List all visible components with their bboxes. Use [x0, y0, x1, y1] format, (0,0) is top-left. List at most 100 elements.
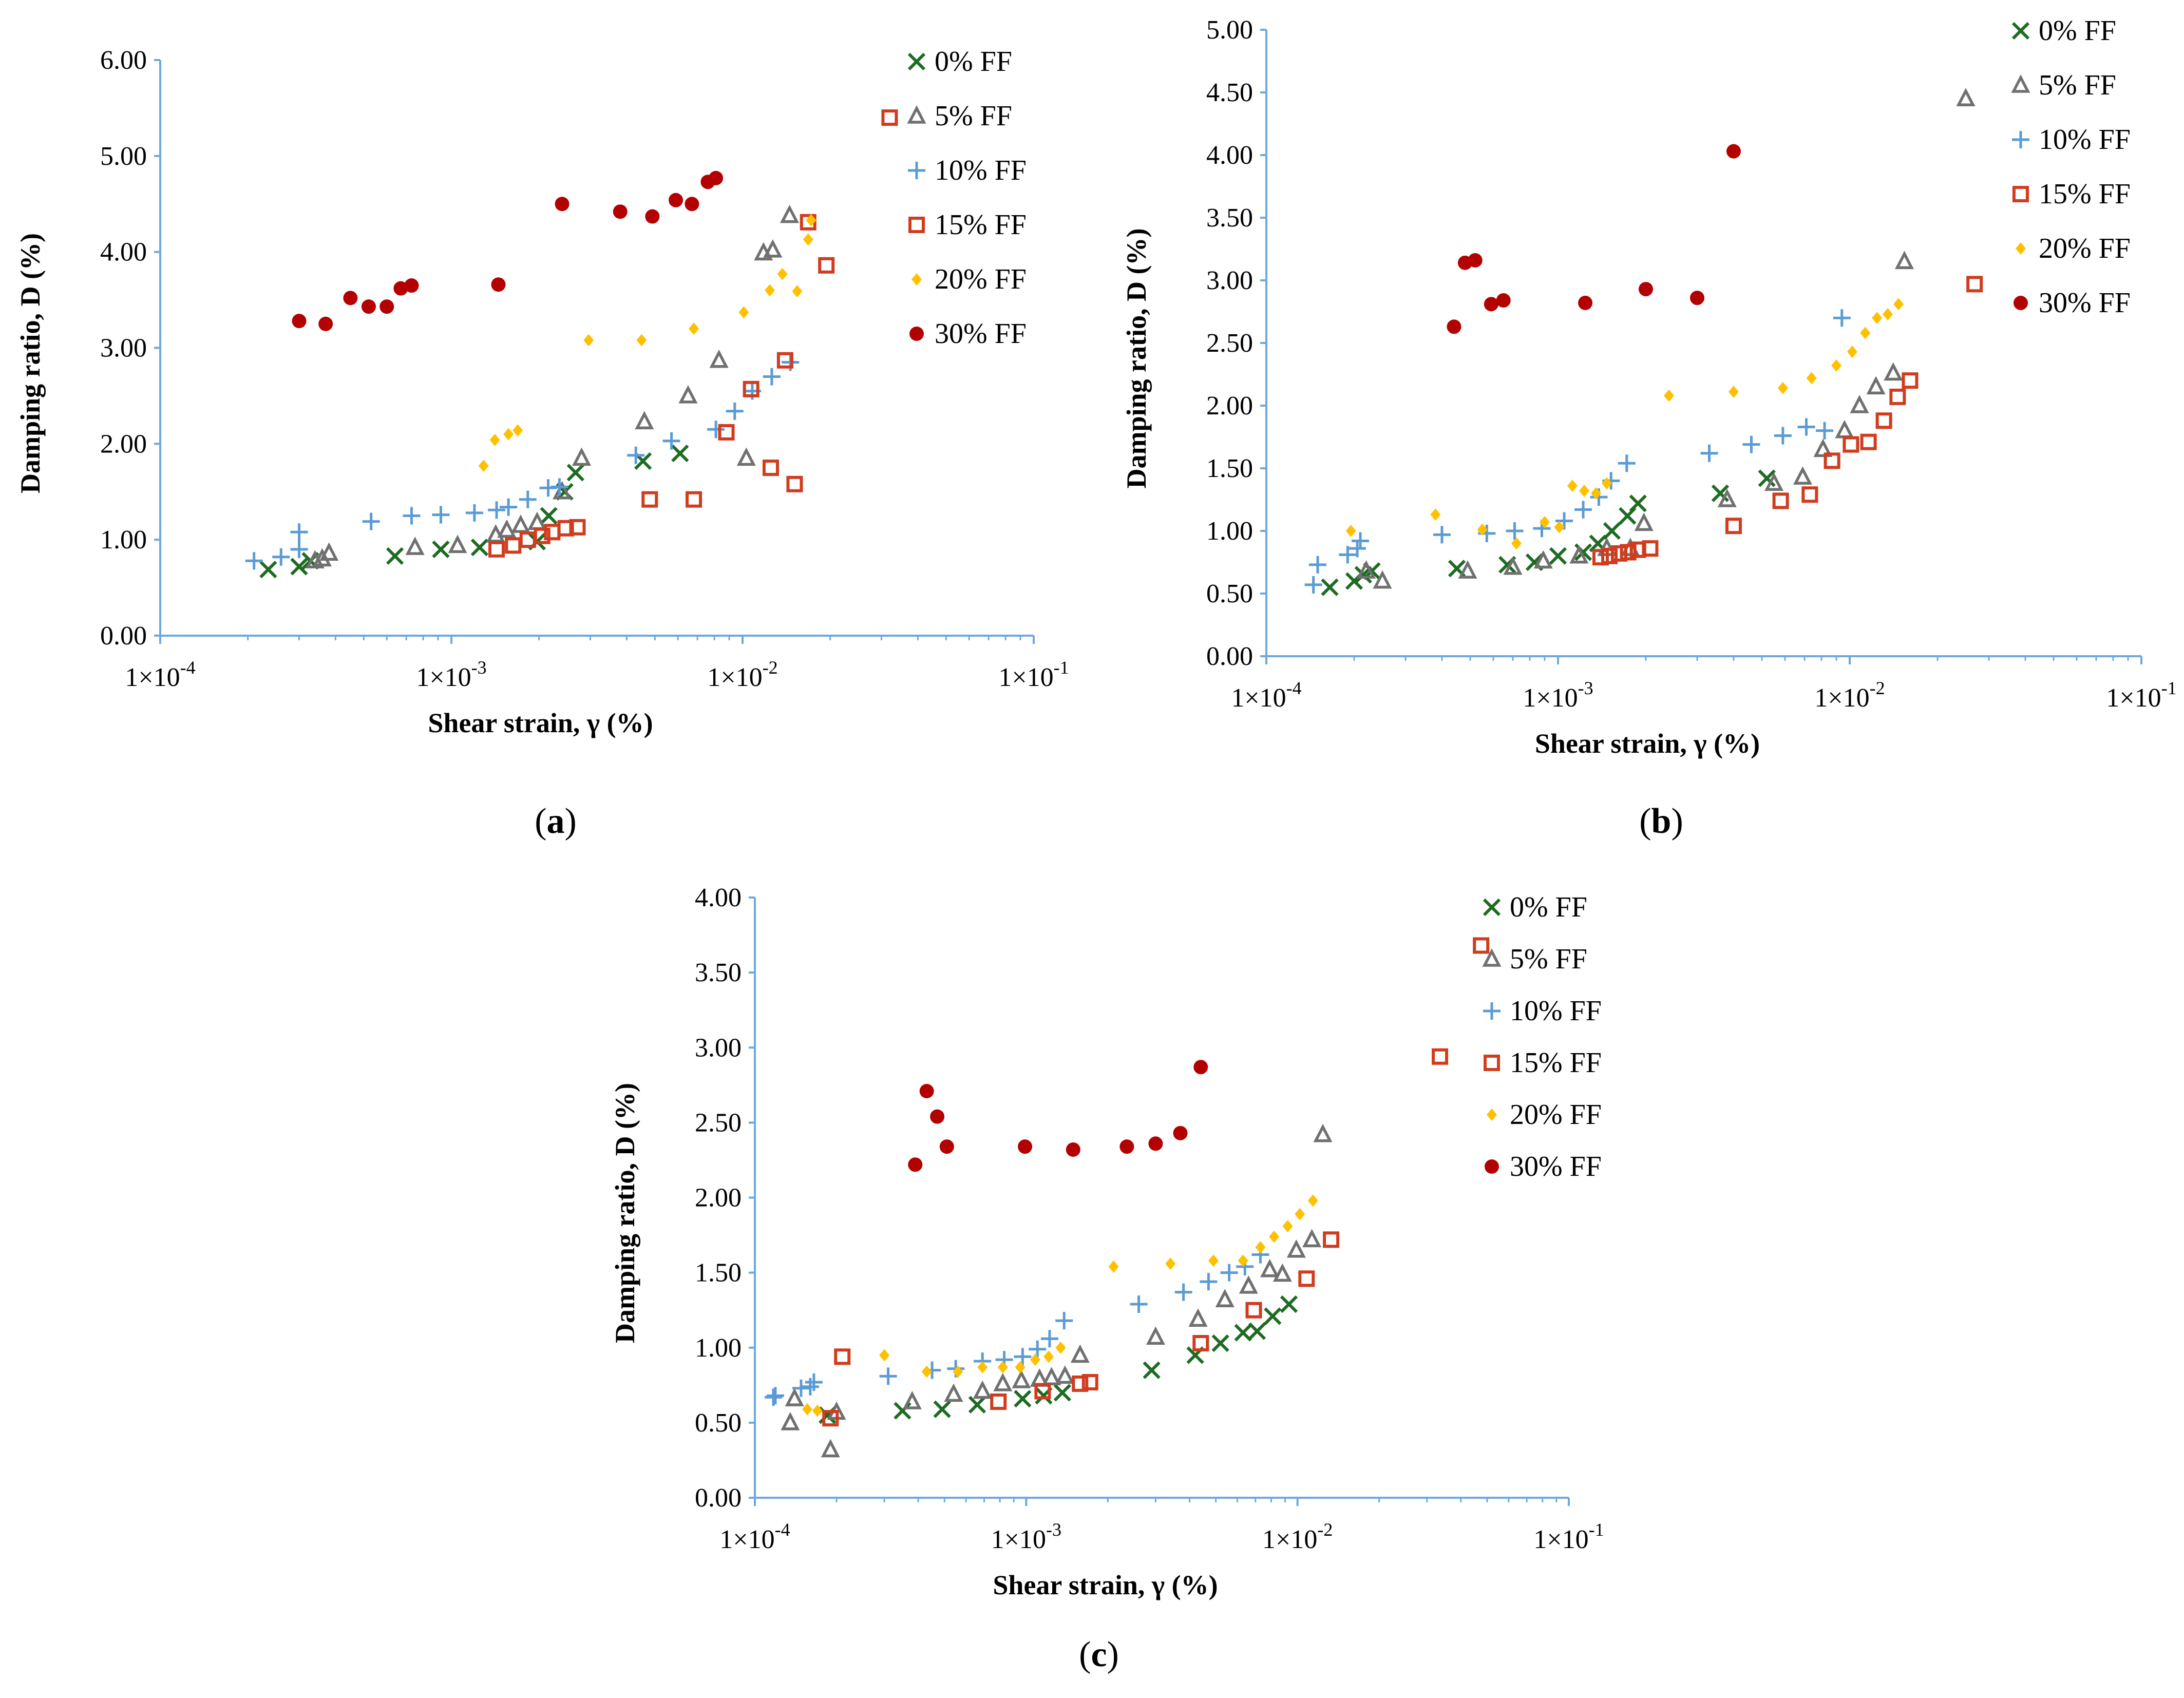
data-point-10pct-ff	[1618, 454, 1636, 472]
legend-marker-5pct-ff	[1482, 948, 1502, 967]
data-point-20pct-ff	[764, 284, 775, 297]
data-point-20pct-ff	[1015, 1361, 1025, 1373]
series-15pct-ff	[822, 937, 1490, 1427]
data-point-20pct-ff	[1345, 525, 1356, 537]
x-axis-title: Shear strain, γ (%)	[428, 708, 653, 738]
y-tick-label: 2.00	[1206, 391, 1253, 421]
data-point-15pct-ff	[1801, 486, 1818, 503]
data-point-10pct-ff	[1742, 435, 1760, 453]
data-point-15pct-ff	[800, 214, 816, 231]
data-point-20pct-ff	[792, 285, 803, 298]
y-tick-label: 1.50	[695, 1258, 742, 1288]
data-point-10pct-ff	[1040, 1330, 1058, 1348]
series-10pct-ff	[245, 353, 800, 570]
data-point-10pct-ff	[1014, 1348, 1032, 1366]
data-point-5pct-ff	[973, 1380, 992, 1399]
data-point-30pct-ff	[404, 278, 419, 293]
data-point-15pct-ff	[1081, 1373, 1098, 1390]
data-point-15pct-ff	[641, 491, 658, 508]
data-point-0pct-ff	[1711, 484, 1730, 502]
legend-marker-0pct-ff	[2011, 22, 2030, 40]
x-axis-title: Shear strain, γ (%)	[993, 1570, 1218, 1600]
data-point-30pct-ff	[709, 170, 724, 185]
data-point-10pct-ff	[1774, 427, 1792, 445]
data-point-0pct-ff	[1248, 1322, 1266, 1340]
data-point-10pct-ff	[801, 1378, 819, 1396]
legend-label-20pct-ff: 20% FF	[935, 263, 1027, 295]
data-point-10pct-ff	[290, 540, 308, 558]
y-tick-label: 5.00	[100, 142, 147, 171]
data-point-0pct-ff	[968, 1396, 986, 1414]
data-point-0pct-ff	[1603, 522, 1621, 540]
data-point-15pct-ff	[822, 1410, 839, 1427]
series-10pct-ff	[1304, 309, 1851, 594]
data-point-15pct-ff	[1072, 1375, 1089, 1392]
data-point-15pct-ff	[1875, 412, 1892, 429]
data-point-30pct-ff	[919, 1084, 934, 1099]
series-30pct-ff	[1447, 144, 1741, 334]
panel-label: (a)	[535, 802, 577, 841]
data-point-0pct-ff	[470, 538, 489, 557]
data-point-15pct-ff	[1889, 388, 1906, 405]
data-point-30pct-ff	[908, 1157, 923, 1172]
data-point-20pct-ff	[1777, 381, 1788, 394]
y-axis-title: Damping ratio, D (%)	[610, 1083, 640, 1343]
data-point-10pct-ff	[763, 368, 781, 386]
data-point-5pct-ff	[1813, 438, 1833, 457]
data-point-10pct-ff	[1555, 512, 1573, 530]
legend: 0% FF 5% FF 10% FF 15% FF 20% FF 30% FF	[1482, 891, 1602, 1182]
data-point-10pct-ff	[290, 523, 308, 541]
data-point-20pct-ff	[478, 460, 489, 472]
data-point-30pct-ff	[393, 281, 408, 296]
data-point-10pct-ff	[627, 446, 645, 464]
x-tick-label: 1×10-2	[1814, 678, 1885, 713]
data-point-20pct-ff	[636, 334, 647, 347]
x-tick-label: 1×10-1	[2106, 678, 2176, 713]
data-point-30pct-ff	[1193, 1060, 1208, 1075]
data-point-20pct-ff	[921, 1365, 932, 1378]
data-point-20pct-ff	[1579, 484, 1590, 497]
data-point-5pct-ff	[678, 385, 698, 404]
y-tick-label: 0.00	[695, 1483, 742, 1513]
y-tick-label: 3.00	[1206, 266, 1253, 295]
data-point-20pct-ff	[1255, 1241, 1266, 1253]
data-point-20pct-ff	[1806, 372, 1817, 385]
legend-marker-15pct-ff	[2012, 186, 2029, 202]
legend-marker-0pct-ff	[907, 52, 926, 71]
data-point-10pct-ff	[1339, 546, 1357, 564]
legend-label-5pct-ff: 5% FF	[935, 100, 1012, 132]
data-point-5pct-ff	[780, 204, 800, 223]
legend-label-0pct-ff: 0% FF	[2039, 15, 2116, 47]
data-point-5pct-ff	[1356, 560, 1376, 579]
data-point-5pct-ff	[902, 1390, 922, 1409]
data-point-0pct-ff	[386, 547, 404, 565]
data-point-0pct-ff	[1549, 547, 1567, 565]
data-point-20pct-ff	[1540, 516, 1550, 528]
legend-marker-20pct-ff	[911, 273, 922, 285]
data-point-15pct-ff	[1966, 276, 1983, 293]
y-tick-label: 3.50	[1206, 203, 1253, 233]
data-point-15pct-ff	[1725, 518, 1742, 535]
data-point-30pct-ff	[1173, 1125, 1188, 1140]
panel-a-chart: 0.00 1.00 2.00 3.00 4.00 5.00 6.00 1×10-4 1×10-3…	[15, 46, 1069, 841]
data-point-10pct-ff	[1797, 418, 1815, 436]
legend-marker-5pct-ff	[907, 105, 926, 124]
data-point-5pct-ff	[1286, 1239, 1306, 1258]
data-point-15pct-ff	[1473, 937, 1490, 954]
y-tick-label: 1.50	[1206, 454, 1253, 483]
data-point-20pct-ff	[1108, 1260, 1119, 1273]
panel-c-chart: 0.00 0.50 1.00 1.50 2.00 2.50 3.00 3.50 4.00 1×10…	[610, 883, 1604, 1674]
data-point-5pct-ff	[1302, 1229, 1322, 1248]
data-point-30pct-ff	[361, 299, 376, 314]
data-point-10pct-ff	[726, 402, 744, 420]
data-point-15pct-ff	[990, 1393, 1007, 1410]
legend-marker-30pct-ff	[909, 327, 924, 341]
data-point-30pct-ff	[1447, 319, 1461, 334]
data-point-15pct-ff	[488, 541, 505, 558]
data-point-30pct-ff	[1484, 297, 1498, 312]
data-point-30pct-ff	[1690, 291, 1705, 306]
x-tick-label: 1×10-3	[416, 657, 486, 692]
data-point-20pct-ff	[1165, 1257, 1176, 1270]
data-point-20pct-ff	[953, 1365, 963, 1378]
